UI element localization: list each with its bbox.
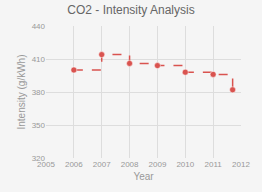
- svg-text:410: 410: [32, 55, 46, 64]
- svg-text:2011: 2011: [205, 160, 223, 169]
- svg-text:Intensity (g/kWh): Intensity (g/kWh): [16, 54, 27, 129]
- svg-text:380: 380: [32, 88, 46, 97]
- svg-text:CO2 - Intensity Analysis: CO2 - Intensity Analysis: [67, 3, 194, 17]
- svg-text:320: 320: [32, 154, 46, 163]
- svg-text:2009: 2009: [149, 160, 167, 169]
- svg-text:2007: 2007: [93, 160, 111, 169]
- svg-text:440: 440: [32, 22, 46, 31]
- svg-text:2012: 2012: [232, 160, 250, 169]
- svg-text:2005: 2005: [37, 160, 55, 169]
- svg-text:2010: 2010: [176, 160, 194, 169]
- svg-text:2008: 2008: [121, 160, 139, 169]
- svg-text:Year: Year: [133, 171, 154, 182]
- svg-text:2006: 2006: [65, 160, 83, 169]
- svg-text:350: 350: [32, 121, 46, 130]
